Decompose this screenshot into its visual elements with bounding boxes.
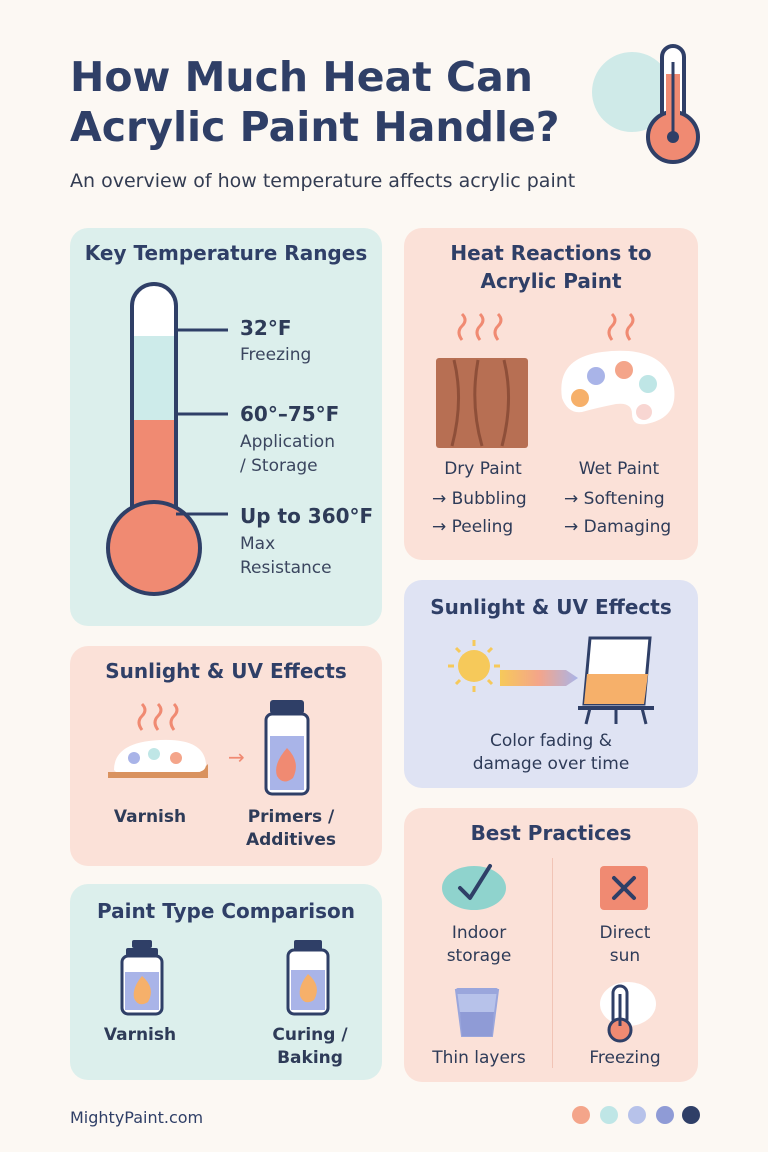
footer-color-dot-1 <box>572 1106 590 1124</box>
card-title: Paint Type Comparison <box>96 899 356 923</box>
best-practices-card: Best Practices <box>404 808 698 1082</box>
range-freezing-label: Freezing <box>240 345 312 365</box>
arrow-icon: → <box>228 745 245 769</box>
sun-fading-canvas-icon <box>448 636 654 725</box>
primer-bottle-icon <box>264 700 310 796</box>
large-thermometer-icon <box>106 282 228 596</box>
footer-color-dot-5 <box>682 1106 700 1124</box>
card-title: Best Practices <box>470 821 632 845</box>
header-thermometer-icon <box>592 44 700 164</box>
range-application-label-2: / Storage <box>240 456 318 476</box>
comparison-item-curing-line-2: Baking <box>277 1048 343 1068</box>
range-freezing-value: 32°F <box>240 316 292 340</box>
heat-reactions-card: Heat Reactions to Acrylic Paint <box>404 228 698 560</box>
wet-paint-label: Wet Paint <box>578 459 660 479</box>
x-icon <box>600 866 648 910</box>
comparison-item-varnish: Varnish <box>103 1025 177 1045</box>
uv-caption-line-1: Color fading & <box>490 731 612 751</box>
dry-effect-bubbling: → Bubbling <box>432 489 527 509</box>
practice-direct-line-1: Direct <box>599 923 651 943</box>
range-max-label-2: Resistance <box>240 558 332 578</box>
range-application-value: 60°–75°F <box>240 402 340 426</box>
cup-icon <box>454 988 500 1037</box>
uv-item-varnish: Varnish <box>113 807 187 827</box>
footer-color-dot-4 <box>656 1106 674 1124</box>
range-max-label-1: Max <box>240 534 276 554</box>
dry-paint-label: Dry Paint <box>444 459 522 479</box>
practice-direct-line-2: sun <box>609 946 641 966</box>
card-title: Sunlight & UV Effects <box>430 595 672 619</box>
title-line-1: How Much Heat Can <box>70 53 533 101</box>
varnish-palette-icon <box>108 702 208 778</box>
practice-indoor-line-2: storage <box>446 946 512 966</box>
range-max-value: Up to 360°F <box>240 504 374 528</box>
footer-color-dot-2 <box>600 1106 618 1124</box>
curing-bottle-icon <box>286 940 330 1016</box>
practices-divider <box>552 858 553 1068</box>
range-application-label-1: Application <box>240 432 335 452</box>
wet-effect-damaging: → Damaging <box>564 517 672 537</box>
card-title: Sunlight & UV Effects <box>105 659 347 683</box>
page-subtitle: An overview of how temperature affects a… <box>70 170 576 192</box>
uv-item-primers-line-1: Primers / <box>247 807 335 827</box>
card-title-line-1: Heat Reactions to <box>450 241 652 265</box>
card-title: Key Temperature Ranges <box>84 241 368 265</box>
comparison-item-curing-line-1: Curing / <box>272 1025 348 1045</box>
practice-indoor-line-1: Indoor <box>451 923 507 943</box>
dry-paint-wood-icon <box>436 312 528 448</box>
uv-item-primers-line-2: Additives <box>245 830 336 850</box>
footer-site-link[interactable]: MightyPaint.com <box>70 1108 204 1127</box>
wet-effect-softening: → Softening <box>564 489 665 509</box>
practice-freezing: Freezing <box>589 1048 661 1068</box>
page-title: How Much Heat Can Acrylic Paint Handle? <box>70 52 610 152</box>
uv-caption-line-2: damage over time <box>472 754 630 774</box>
footer-color-dot-3 <box>628 1106 646 1124</box>
thermometer-icon <box>600 982 656 1043</box>
paint-comparison-card: Paint Type Comparison <box>70 884 382 1080</box>
check-icon <box>442 864 506 910</box>
wet-paint-palette-icon <box>561 312 675 425</box>
card-title-line-2: Acrylic Paint <box>480 269 622 293</box>
practice-thin-layers: Thin layers <box>432 1048 526 1068</box>
title-line-2: Acrylic Paint Handle? <box>70 103 560 151</box>
dry-effect-peeling: → Peeling <box>432 517 514 537</box>
varnish-bottle-icon <box>120 940 164 1016</box>
uv-effects-card-right: Sunlight & UV Effects <box>404 580 698 788</box>
